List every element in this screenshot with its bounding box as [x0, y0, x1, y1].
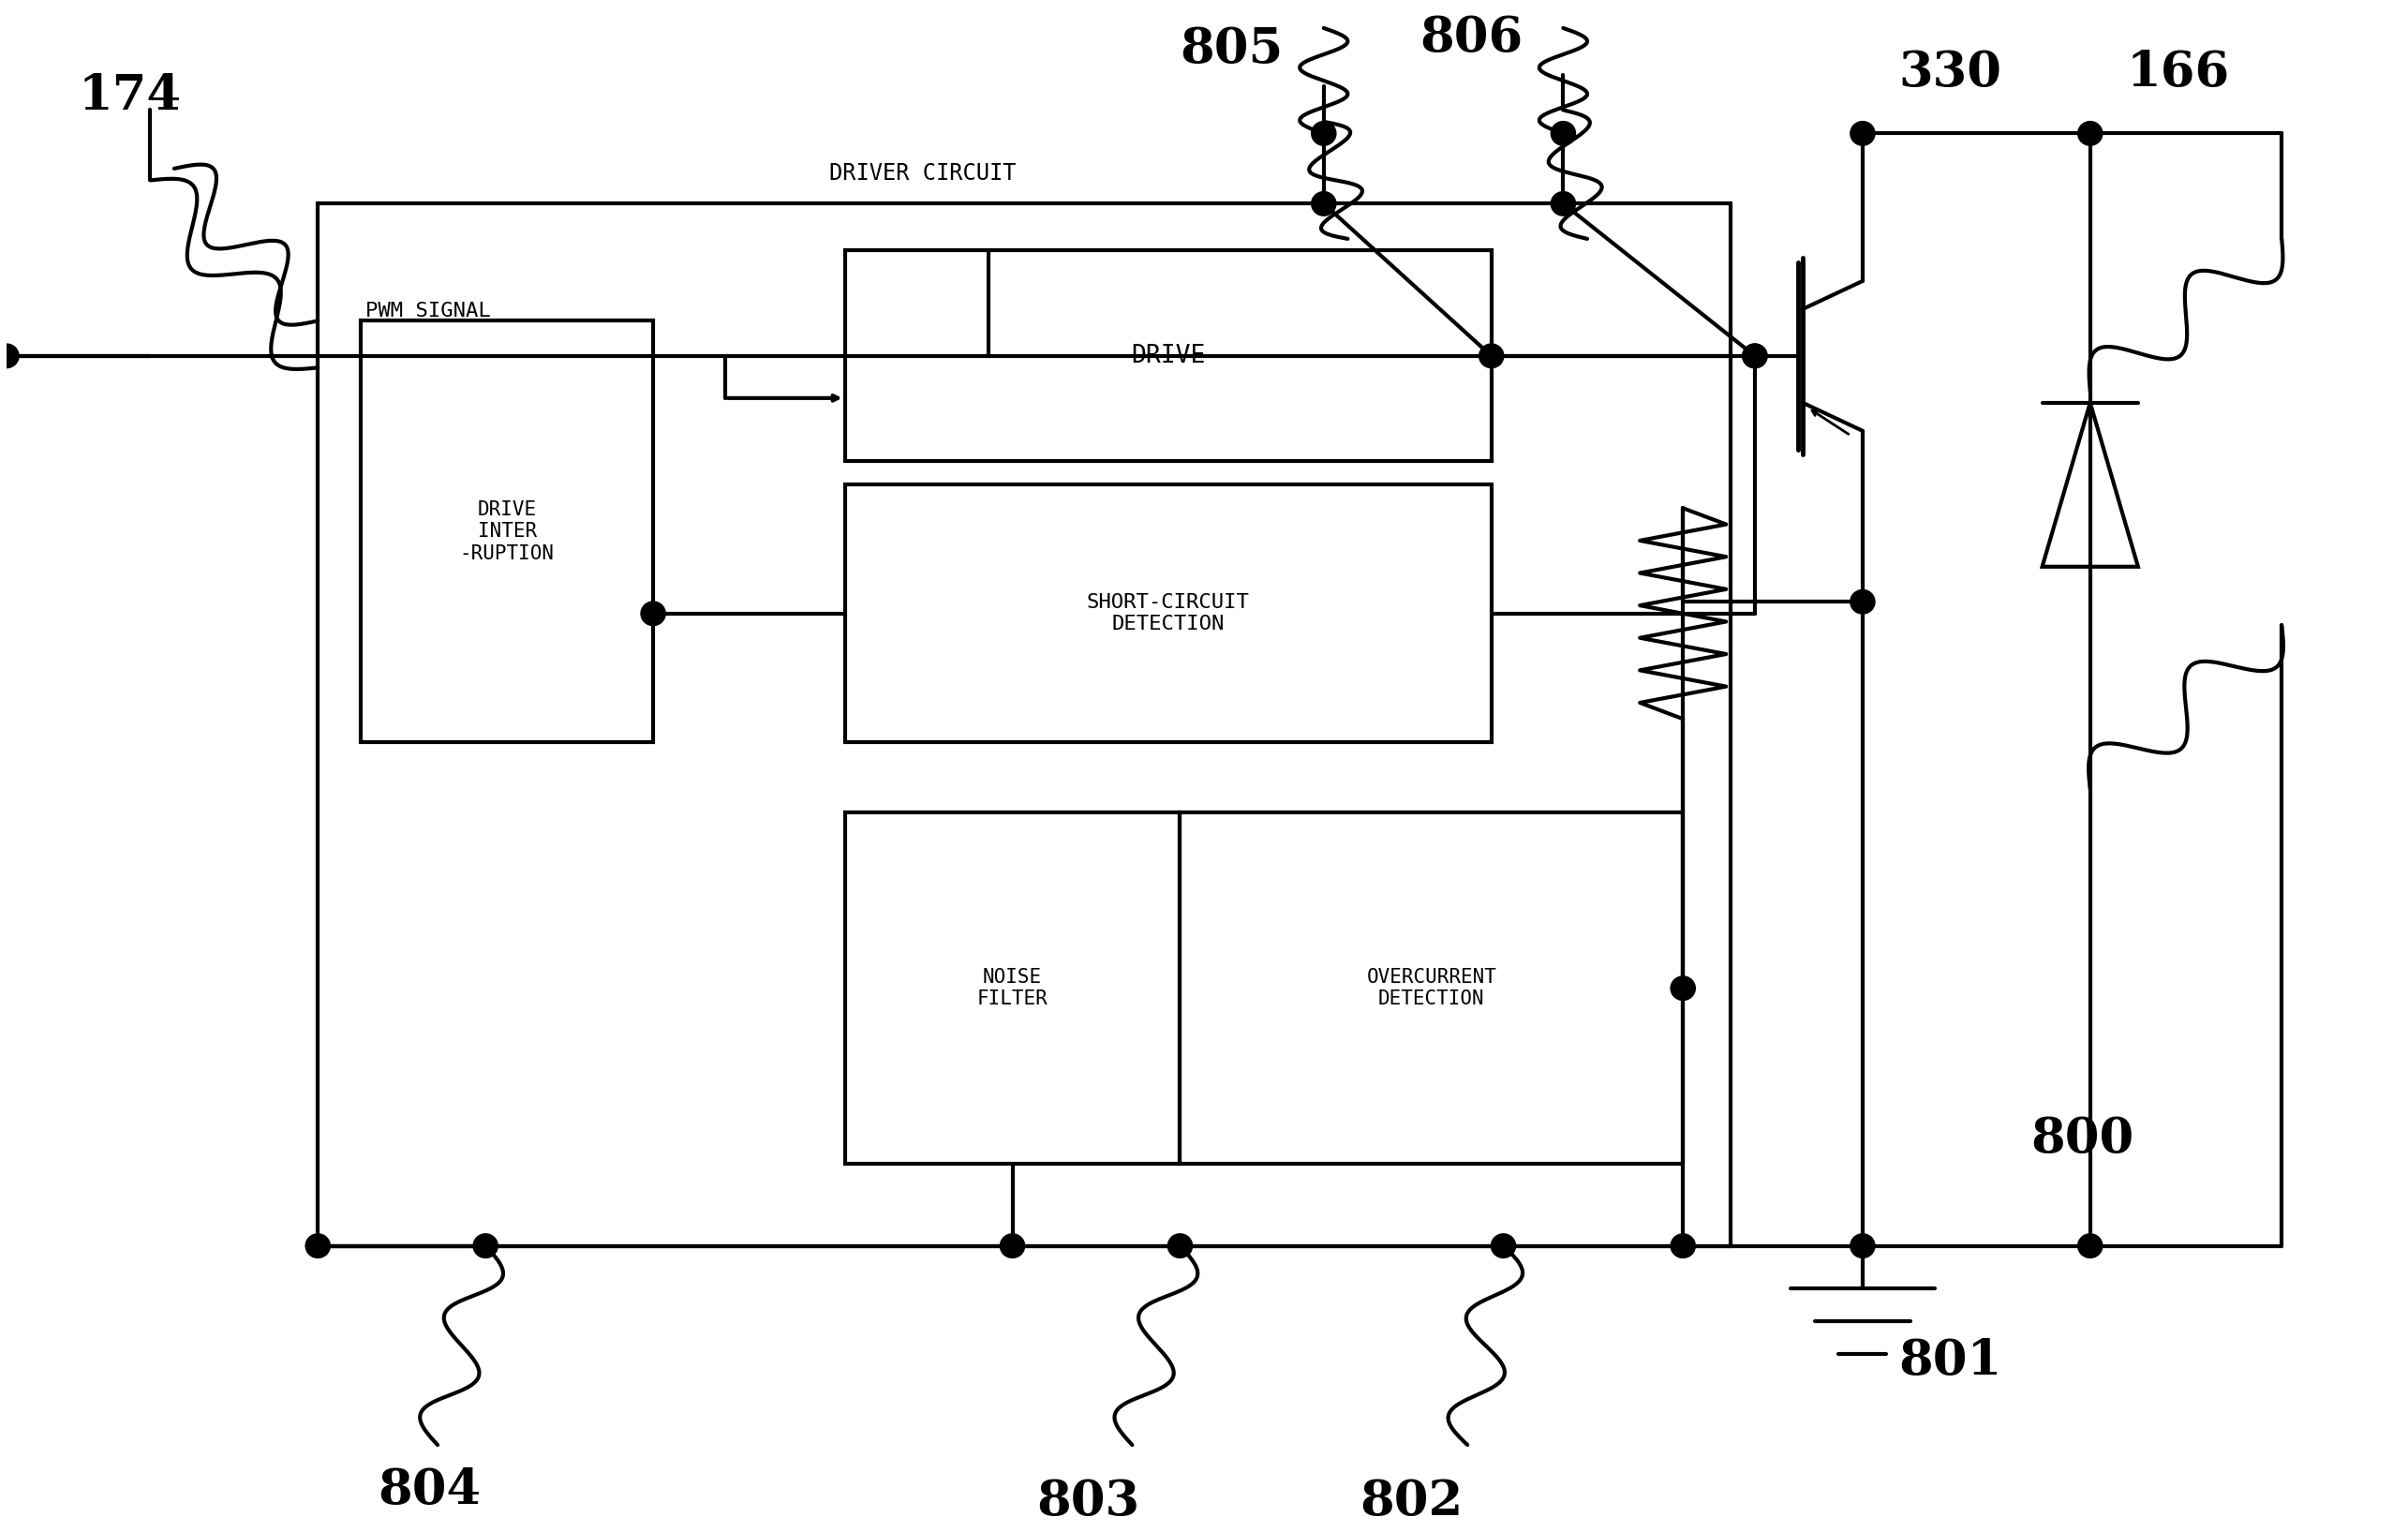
Text: 800: 800 — [2030, 1115, 2133, 1163]
Circle shape — [1168, 1233, 1192, 1258]
Circle shape — [1743, 343, 1767, 368]
Bar — [361, 320, 653, 743]
Circle shape — [1312, 121, 1336, 146]
Bar — [845, 484, 1491, 743]
Circle shape — [1849, 121, 1876, 146]
Text: 166: 166 — [2126, 49, 2230, 97]
Circle shape — [999, 1233, 1026, 1258]
Bar — [1180, 812, 1683, 1164]
Text: DRIVE: DRIVE — [1132, 343, 1206, 368]
Circle shape — [1479, 343, 1503, 368]
Text: SHORT-CIRCUIT
DETECTION: SHORT-CIRCUIT DETECTION — [1086, 593, 1250, 634]
Circle shape — [1671, 976, 1695, 1000]
Text: DRIVE
INTER
-RUPTION: DRIVE INTER -RUPTION — [460, 501, 554, 562]
Bar — [845, 812, 1180, 1164]
Circle shape — [1312, 192, 1336, 216]
Circle shape — [306, 1233, 330, 1258]
Text: 802: 802 — [1361, 1478, 1464, 1526]
Text: 803: 803 — [1035, 1478, 1139, 1526]
Circle shape — [2078, 1233, 2102, 1258]
Circle shape — [2078, 121, 2102, 146]
Circle shape — [1491, 1233, 1515, 1258]
Text: OVERCURRENT
DETECTION: OVERCURRENT DETECTION — [1365, 968, 1498, 1008]
Circle shape — [1743, 343, 1767, 368]
Text: 174: 174 — [79, 72, 181, 121]
Text: 330: 330 — [1898, 49, 2001, 97]
Circle shape — [1849, 1233, 1876, 1258]
Circle shape — [1671, 1233, 1695, 1258]
Text: 806: 806 — [1421, 14, 1522, 61]
Text: 805: 805 — [1180, 26, 1283, 74]
Circle shape — [0, 343, 19, 368]
Circle shape — [1551, 192, 1575, 216]
Text: PWM SIGNAL: PWM SIGNAL — [366, 302, 491, 320]
Text: NOISE
FILTER: NOISE FILTER — [978, 968, 1047, 1008]
Circle shape — [1849, 590, 1876, 614]
Bar — [845, 251, 1491, 461]
Circle shape — [1551, 121, 1575, 146]
Text: 801: 801 — [1898, 1337, 2001, 1385]
Circle shape — [474, 1233, 498, 1258]
Bar — [318, 204, 1731, 1246]
Text: DRIVER CIRCUIT: DRIVER CIRCUIT — [828, 162, 1016, 185]
Text: 804: 804 — [378, 1466, 482, 1514]
Circle shape — [641, 602, 665, 625]
